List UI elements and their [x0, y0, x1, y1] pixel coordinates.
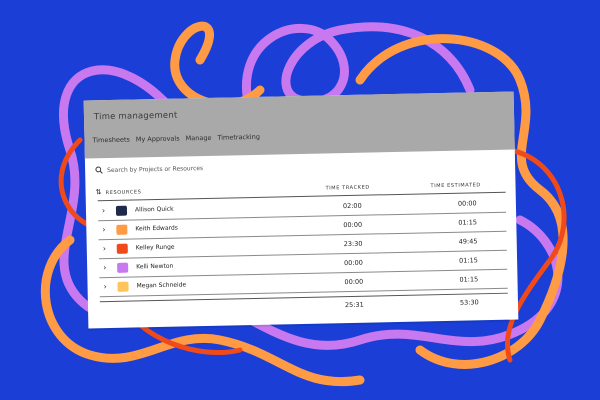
color-swatch [115, 205, 128, 216]
resource-name: Keith Edwards [135, 224, 178, 233]
nav-tabs: Timesheets My Approvals Manage Timetrack… [92, 133, 260, 145]
chevron-right-icon[interactable]: › [102, 244, 107, 254]
resource-name: Kelli Newton [136, 262, 174, 271]
column-header-time-tracked[interactable]: Time tracked [325, 184, 370, 192]
time-estimated-value: 00:00 [457, 199, 477, 208]
resource-name: Kelley Runge [135, 243, 175, 252]
time-tracked-value: 00:00 [343, 220, 363, 230]
time-tracked-value: 23:30 [343, 239, 363, 249]
sort-icon[interactable]: ⇅ [95, 188, 102, 197]
time-tracked-value: 00:00 [344, 277, 364, 287]
time-management-window: Time management Timesheets My Approvals … [83, 91, 519, 329]
chevron-right-icon[interactable]: › [102, 225, 106, 235]
time-estimated-value: 49:45 [458, 237, 478, 246]
resource-name: Megan Schneide [136, 281, 187, 290]
tab-my-approvals[interactable]: My Approvals [135, 134, 180, 144]
search-bar [95, 162, 278, 174]
chevron-right-icon[interactable]: › [103, 263, 107, 273]
time-estimated-value: 01:15 [459, 275, 479, 284]
time-tracked-value: 02:00 [342, 201, 362, 211]
color-swatch [117, 281, 129, 292]
color-swatch [117, 262, 129, 273]
color-swatch [116, 224, 128, 235]
row-divider [99, 287, 508, 298]
chevron-right-icon[interactable]: › [101, 206, 106, 216]
tab-timesheets[interactable]: Timesheets [92, 135, 130, 145]
resource-name: Allison Quick [134, 205, 174, 214]
color-swatch [116, 243, 128, 254]
total-time-tracked: 25:31 [344, 300, 364, 310]
time-estimated-value: 01:15 [459, 256, 478, 265]
column-header-time-estimated[interactable]: Time estimated [430, 182, 481, 190]
page-title: Time management [93, 110, 178, 123]
column-header-resources[interactable]: Resources [105, 189, 142, 197]
time-tracked-value: 00:00 [344, 258, 363, 268]
total-time-estimated: 53:30 [459, 298, 479, 307]
tab-manage[interactable]: Manage [185, 133, 212, 143]
tab-timetracking[interactable]: Timetracking [217, 132, 260, 142]
search-icon [95, 166, 103, 174]
window-header: Time management Timesheets My Approvals … [83, 91, 515, 159]
time-estimated-value: 01:15 [458, 218, 478, 227]
chevron-right-icon[interactable]: › [103, 282, 107, 292]
search-input[interactable] [107, 162, 278, 174]
